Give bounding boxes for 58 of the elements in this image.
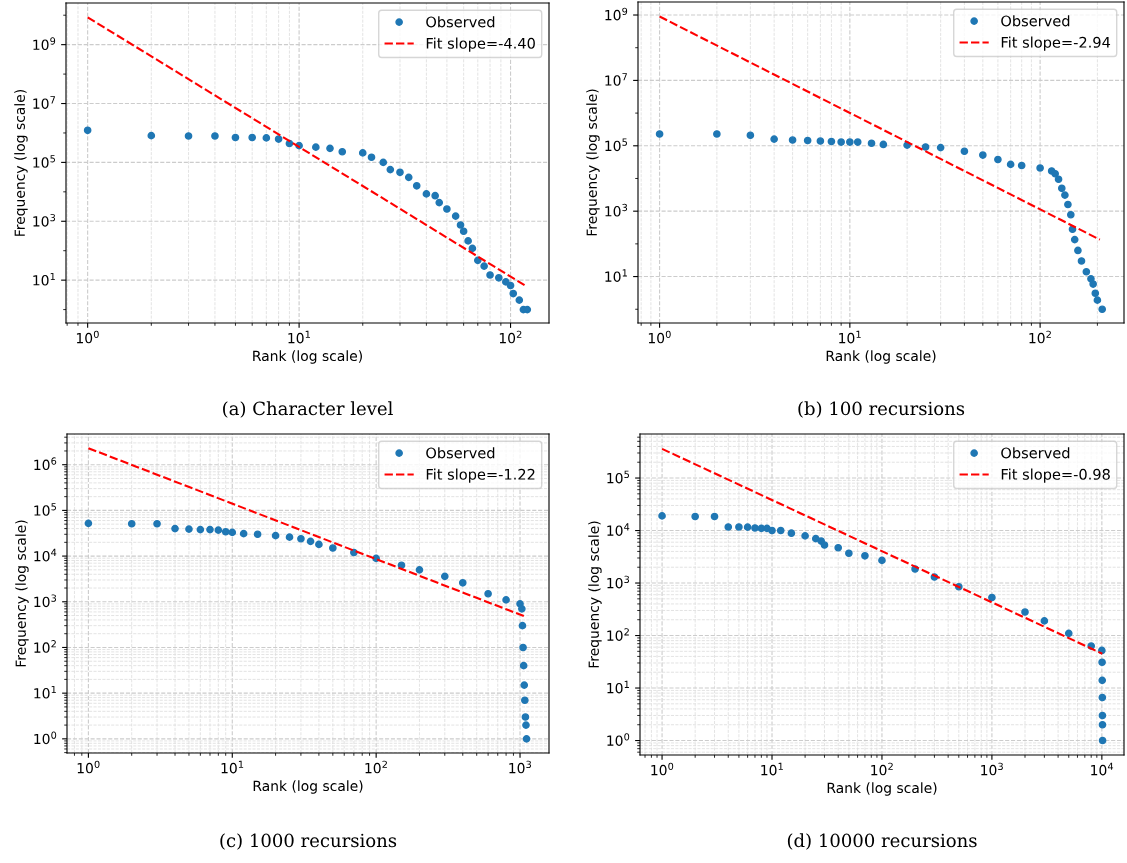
y-tick-label: 10$^{1}$ <box>605 269 627 282</box>
y-tick-label: 10$^{3}$ <box>33 213 56 227</box>
legend-label: Fit slope=-2.94 <box>1001 36 1111 51</box>
x-tick-label: 10$^{4}$ <box>1091 762 1114 776</box>
x-tick-label: 10$^{0}$ <box>77 760 100 774</box>
y-axis-title: Frequency (log scale) <box>588 521 602 668</box>
x-tick-label: 10$^{1}$ <box>221 760 244 774</box>
x-tick-label: 10$^{2}$ <box>871 762 893 776</box>
legend-label: Fit slope=-1.22 <box>426 468 535 483</box>
y-tick-label: 10$^{4}$ <box>607 523 630 536</box>
y-tick-label: 10$^{1}$ <box>33 272 55 286</box>
text: (a) Character level <box>223 401 393 418</box>
y-tick-label: 10$^{3}$ <box>607 575 630 589</box>
y-tick-label: 10$^{0}$ <box>34 731 57 745</box>
y-tick-label: 10$^{1}$ <box>34 685 56 699</box>
x-tick-label: 10$^{3}$ <box>509 760 532 774</box>
y-tick-label: 10$^{1}$ <box>607 680 629 694</box>
x-tick-label: 10$^{1}$ <box>288 330 310 344</box>
x-tick-label: 10$^{0}$ <box>651 762 674 776</box>
y-axis-title: Frequency (log scale) <box>15 520 29 667</box>
y-tick-label: 10$^{2}$ <box>34 640 56 653</box>
y-tick-label: 10$^{9}$ <box>605 7 628 21</box>
y-tick-label: 10$^{9}$ <box>33 37 56 51</box>
text: (d) 10000 recursions <box>787 833 977 850</box>
y-tick-label: 10$^{5}$ <box>33 155 55 168</box>
x-tick-label: 10$^{0}$ <box>76 330 99 344</box>
legend-label: Observed <box>1001 15 1070 27</box>
legend-label: Observed <box>1001 447 1070 459</box>
x-tick-label: 10$^{1}$ <box>761 762 783 776</box>
y-tick-label: 10$^{5}$ <box>605 138 627 152</box>
x-tick-label: 10$^{0}$ <box>648 330 671 344</box>
y-tick-label: 10$^{2}$ <box>607 628 629 641</box>
legend-label: Observed <box>426 16 495 28</box>
y-tick-label: 10$^{5}$ <box>34 503 56 516</box>
x-tick-label: 10$^{2}$ <box>365 760 387 774</box>
legend-label: Observed <box>426 447 495 459</box>
legend-label: Fit slope=-4.40 <box>426 37 535 52</box>
legend-label: Fit slope=-0.98 <box>1001 468 1110 483</box>
x-tick-label: 10$^{1}$ <box>839 330 861 344</box>
y-axis-title: Frequency (log scale) <box>586 89 600 236</box>
x-tick-label: 10$^{2}$ <box>499 330 522 344</box>
y-tick-label: 10$^{7}$ <box>605 73 627 86</box>
text: (c) 1000 recursions <box>220 833 397 850</box>
y-tick-label: 10$^{4}$ <box>34 548 57 562</box>
y-tick-label: 10$^{6}$ <box>34 457 57 471</box>
x-axis-title: Rank (log scale) <box>253 780 363 794</box>
y-tick-label: 10$^{0}$ <box>607 733 630 746</box>
x-tick-label: 10$^{2}$ <box>1029 330 1051 344</box>
x-axis-title: Rank (log scale) <box>253 350 362 364</box>
y-tick-label: 10$^{7}$ <box>33 96 55 109</box>
y-tick-label: 10$^{5}$ <box>607 470 629 484</box>
y-tick-label: 10$^{3}$ <box>605 203 628 217</box>
x-axis-title: Rank (log scale) <box>827 782 937 796</box>
y-tick-label: 10$^{3}$ <box>34 594 57 608</box>
x-tick-label: 10$^{3}$ <box>981 762 1003 776</box>
y-axis-title: Frequency (log scale) <box>14 90 28 236</box>
x-axis-title: Rank (log scale) <box>826 350 936 364</box>
text: (b) 100 recursions <box>798 401 965 418</box>
